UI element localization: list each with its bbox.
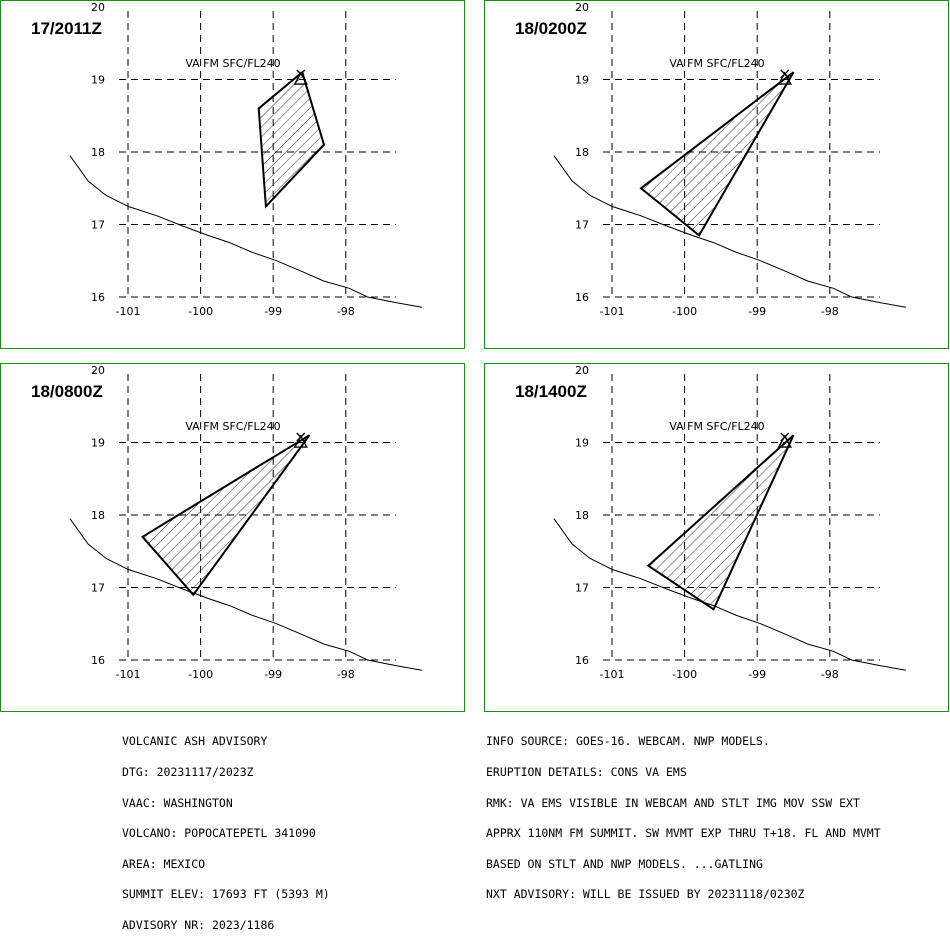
advisory-line: ERUPTION DETAILS: CONS VA EMS [486, 765, 687, 779]
advisory-line: SUMMIT ELEV: 17693 FT (5393 M) [122, 887, 330, 902]
volcano-icon [293, 432, 308, 448]
ash-cloud-polygon [646, 434, 795, 611]
lat-tick-label: 16 [575, 291, 589, 304]
lat-tick-label: 16 [91, 291, 105, 304]
lon-tick-label: -99 [264, 668, 282, 681]
lon-tick-label: -99 [264, 305, 282, 318]
forecast-panel: 16 17 18 19 20 -101 -100 -99 -98 VA FM SFC/FL240 … [484, 363, 949, 712]
lon-tick-label: -101 [600, 668, 625, 681]
time-label: 18/1400Z [515, 382, 587, 401]
lat-tick-label: 18 [575, 146, 589, 159]
grid [119, 374, 396, 661]
lat-tick-label: 16 [575, 654, 589, 667]
lon-tick-label: -100 [188, 305, 213, 318]
lon-tick-label: -99 [748, 305, 766, 318]
advisory-line: RMK: VA EMS VISIBLE IN WEBCAM AND STLT I… [486, 795, 860, 810]
lat-tick-label: 17 [91, 582, 105, 595]
panel-map: 16 17 18 19 20 -101 -100 -99 -98 VA FM SFC/FL240 [553, 364, 907, 681]
lat-tick-label: 19 [91, 437, 105, 450]
lat-tick-label: 19 [575, 437, 589, 450]
time-label: 18/0200Z [515, 19, 587, 38]
coastline [553, 155, 907, 308]
panel-map: 16 17 18 19 20 -101 -100 -99 -98 VA FM SFC/FL240 [69, 364, 423, 681]
time-label: 17/2011Z [31, 19, 102, 38]
advisory-line: BASED ON STLT AND NWP MODELS. ...GATLING [486, 856, 763, 871]
coastline [553, 518, 907, 671]
lat-tick-label: 17 [91, 219, 105, 232]
advisory-line: VOLCANO: POPOCATEPETL 341090 [122, 826, 316, 841]
lat-tick-label: 18 [91, 509, 105, 522]
flight-level-label: VA FM SFC/FL240 [185, 57, 280, 70]
flight-level-label: VA FM SFC/FL240 [669, 420, 764, 433]
lon-tick-label: -100 [672, 305, 697, 318]
advisory-line: NXT ADVISORY: WILL BE ISSUED BY 20231118… [486, 887, 805, 902]
lon-tick-label: -100 [672, 668, 697, 681]
advisory-line: ADVISORY NR: 2023/1186 [122, 917, 275, 932]
panel-map: 16 17 18 19 20 -101 -100 -99 -98 VA FM SFC/FL240 [553, 1, 907, 318]
lat-tick-label: 19 [575, 74, 589, 87]
lat-tick-label: 20 [575, 364, 589, 377]
lon-tick-label: -100 [188, 668, 213, 681]
volcano-icon [293, 69, 308, 85]
lat-tick-label: 20 [91, 1, 105, 14]
lat-tick-label: 17 [575, 582, 589, 595]
lat-tick-label: 16 [91, 654, 105, 667]
flight-level-label: VA FM SFC/FL240 [669, 57, 764, 70]
advisory-line: INFO SOURCE: GOES-16. WEBCAM. NWP MODELS… [486, 734, 770, 749]
volcano-icon [777, 69, 792, 85]
advisory-line: VOLCANIC ASH ADVISORY [122, 734, 268, 749]
lon-tick-label: -101 [600, 305, 625, 318]
lat-tick-label: 18 [91, 146, 105, 159]
forecast-panel: 16 17 18 19 20 -101 -100 -99 -98 VA FM SFC/FL240 … [0, 0, 465, 349]
ash-cloud-polygon [639, 71, 795, 237]
lat-tick-label: 19 [91, 74, 105, 87]
lat-tick-label: 18 [575, 509, 589, 522]
advisory-line: AREA: MEXICO [122, 856, 206, 871]
ash-cloud-polygon [140, 434, 311, 597]
lon-tick-label: -98 [821, 668, 839, 681]
lon-tick-label: -101 [116, 668, 141, 681]
lon-tick-label: -98 [337, 305, 355, 318]
forecast-panel: 16 17 18 19 20 -101 -100 -99 -98 VA FM SFC/FL240 … [484, 0, 949, 349]
grid [119, 11, 396, 298]
lon-tick-label: -98 [821, 305, 839, 318]
lon-tick-label: -98 [337, 668, 355, 681]
lon-tick-label: -101 [116, 305, 141, 318]
coastline [69, 518, 423, 671]
advisory-line: VAAC: WASHINGTON [122, 795, 233, 810]
ash-cloud-polygon [257, 70, 326, 209]
volcano-icon [777, 432, 792, 448]
advisory-line: DTG: 20231117/2023Z [122, 765, 254, 779]
lat-tick-label: 20 [91, 364, 105, 377]
coastline [69, 155, 423, 308]
panel-map: 16 17 18 19 20 -101 -100 -99 -98 VA FM SFC/FL240 [69, 1, 423, 318]
lat-tick-label: 20 [575, 1, 589, 14]
advisory-info-right: INFO SOURCE: GOES-16. WEBCAM. NWP MODELS… [486, 716, 881, 910]
advisory-info-left: VOLCANIC ASH ADVISORY DTG: 20231117/2023… [122, 716, 330, 940]
time-label: 18/0800Z [31, 382, 103, 401]
lat-tick-label: 17 [575, 219, 589, 232]
forecast-panel: 16 17 18 19 20 -101 -100 -99 -98 VA FM SFC/FL240 … [0, 363, 465, 712]
flight-level-label: VA FM SFC/FL240 [185, 420, 280, 433]
advisory-line: APPRX 110NM FM SUMMIT. SW MVMT EXP THRU … [486, 826, 881, 841]
lon-tick-label: -99 [748, 668, 766, 681]
